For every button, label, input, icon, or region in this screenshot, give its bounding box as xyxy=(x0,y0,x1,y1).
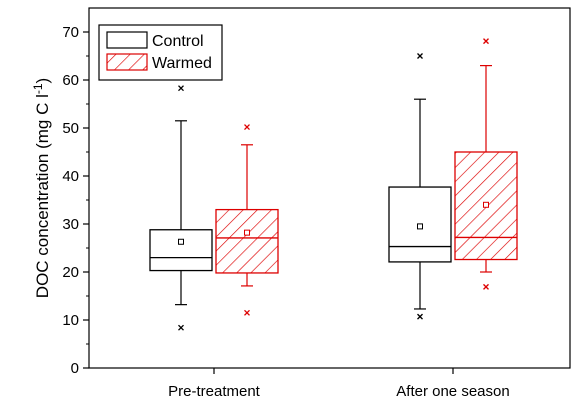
outlier-warmed-1-1 xyxy=(483,38,489,45)
legend-swatch-warmed xyxy=(106,53,148,71)
box-control-1 xyxy=(388,186,452,263)
y-tick-label-70: 70 xyxy=(62,24,79,41)
y-tick-label-40: 40 xyxy=(62,168,79,185)
y-tick-label-0: 0 xyxy=(71,360,79,377)
outlier-control-0-1 xyxy=(178,85,184,92)
mean-marker-warmed-0 xyxy=(244,229,250,236)
y-tick-label-50: 50 xyxy=(62,120,79,137)
category-label-pre-treatment: Pre-treatment xyxy=(168,383,261,400)
outlier-warmed-0-1 xyxy=(244,124,250,130)
outlier-warmed-0-0 xyxy=(244,309,250,316)
outlier-warmed-1-0 xyxy=(483,283,489,290)
legend-swatch-control xyxy=(106,31,148,49)
category-label-after-one-season: After one season xyxy=(396,383,509,400)
legend: Control Warmed xyxy=(98,24,223,81)
plot-frame xyxy=(88,7,571,369)
x-axis: Pre-treatment After one season xyxy=(168,368,510,400)
y-tick-label-10: 10 xyxy=(62,312,79,329)
legend-label-warmed: Warmed xyxy=(152,55,212,72)
y-axis: 0 10 20 30 40 50 60 70 xyxy=(62,24,89,377)
mean-marker-warmed-1 xyxy=(483,201,489,208)
box-warmed-0 xyxy=(215,208,279,274)
mean-marker-control-0 xyxy=(178,238,184,245)
box-group xyxy=(149,38,518,331)
y-tick-label-60: 60 xyxy=(62,72,79,89)
legend-label-control: Control xyxy=(152,33,204,50)
outlier-control-1-1 xyxy=(417,53,423,59)
outlier-control-1-0 xyxy=(417,313,423,320)
y-axis-title: DOC concentration (mg C l-1) xyxy=(31,78,52,298)
y-tick-label-20: 20 xyxy=(62,264,79,281)
outlier-control-0-0 xyxy=(178,324,184,331)
box-control-0 xyxy=(149,229,213,272)
mean-marker-control-1 xyxy=(417,223,423,230)
y-tick-label-30: 30 xyxy=(62,216,79,233)
